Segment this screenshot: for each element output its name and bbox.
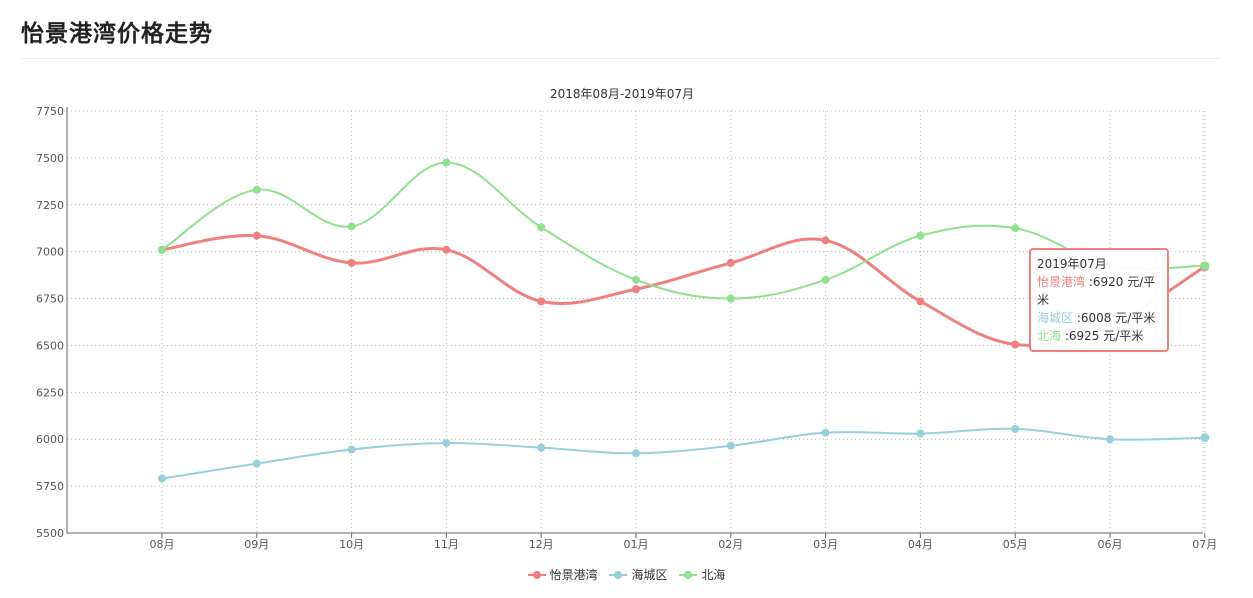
- data-point: [821, 275, 830, 284]
- data-point: [1011, 340, 1020, 349]
- data-point: [158, 474, 166, 483]
- y-tick-label: 6000: [36, 433, 64, 446]
- data-point: [347, 222, 356, 231]
- legend-item-beihai[interactable]: 北海: [679, 566, 725, 583]
- chart-legend: 怡景港湾 海城区 北海: [0, 566, 1253, 583]
- data-point: [916, 231, 925, 240]
- data-point: [252, 185, 261, 194]
- data-point: [1011, 424, 1020, 433]
- x-tick-label: 01月: [624, 538, 649, 551]
- data-point: [252, 231, 261, 240]
- y-tick-label: 6250: [36, 386, 64, 399]
- tooltip-value: :6925 元/平米: [1061, 329, 1144, 343]
- y-tick-label: 7000: [36, 246, 64, 259]
- series-line-0: [161, 233, 1206, 347]
- x-tick-label: 04月: [908, 538, 933, 551]
- y-tick-label: 6750: [36, 293, 64, 306]
- y-tick-label: 7250: [36, 199, 64, 212]
- legend-label: 北海: [701, 568, 726, 582]
- data-point: [442, 245, 451, 254]
- tooltip-value: :6008 元/平米: [1073, 311, 1156, 325]
- data-point: [537, 443, 546, 452]
- y-tick-label: 7500: [36, 152, 64, 165]
- legend-marker-icon: [527, 570, 546, 580]
- tooltip-label: 怡景港湾: [1037, 275, 1086, 289]
- y-tick-label: 5500: [36, 527, 64, 540]
- y-tick-label: 7750: [36, 105, 64, 118]
- data-point: [726, 258, 735, 267]
- data-point: [1200, 433, 1210, 443]
- data-point: [632, 275, 640, 284]
- data-point: [821, 428, 830, 437]
- title-divider: [21, 58, 1221, 59]
- tooltip-title: 2019年07月: [1037, 257, 1107, 271]
- x-tick-label: 09月: [244, 538, 269, 551]
- legend-marker-icon: [679, 570, 698, 580]
- y-tick-label: 5750: [36, 480, 64, 493]
- x-tick-label: 06月: [1098, 538, 1123, 551]
- tooltip-value: :6920 元/平米: [1037, 275, 1156, 307]
- data-point: [158, 245, 166, 254]
- x-tick-label: 02月: [718, 538, 743, 551]
- tooltip-row: 海城区 :6008 元/平米: [1037, 309, 1161, 327]
- data-point: [347, 445, 356, 454]
- series-line-1: [161, 427, 1205, 480]
- data-point: [537, 223, 546, 232]
- x-tick-label: 12月: [529, 538, 554, 551]
- x-tick-label: 03月: [813, 538, 838, 551]
- tooltip-label: 北海: [1037, 329, 1062, 343]
- data-point: [442, 158, 451, 167]
- tooltip-row: 怡景港湾 :6920 元/平米: [1037, 273, 1161, 309]
- data-point: [1011, 224, 1020, 233]
- legend-marker-icon: [609, 570, 628, 580]
- data-point: [726, 294, 735, 303]
- y-tick-label: 6500: [36, 339, 64, 352]
- x-tick-label: 08月: [150, 538, 175, 551]
- x-tick-label: 10月: [339, 538, 364, 551]
- data-point: [821, 236, 830, 245]
- data-point: [442, 438, 451, 447]
- tooltip-label: 海城区: [1037, 311, 1074, 325]
- data-point: [1106, 435, 1114, 444]
- data-point: [1200, 261, 1210, 271]
- data-point: [347, 258, 356, 267]
- x-tick-label: 07月: [1192, 538, 1217, 551]
- legend-label: 海城区: [631, 568, 668, 582]
- tooltip-row: 北海 :6925 元/平米: [1037, 327, 1161, 345]
- legend-item-haicheng[interactable]: 海城区: [609, 566, 668, 583]
- data-point: [632, 285, 640, 294]
- x-tick-label: 11月: [434, 538, 459, 551]
- chart-subtitle: 2018年08月-2019年07月: [550, 87, 694, 101]
- page-title: 怡景港湾价格走势: [21, 21, 213, 47]
- data-point: [632, 449, 640, 458]
- chart-tooltip: 2019年07月 怡景港湾 :6920 元/平米 海城区 :6008 元/平米 …: [1029, 248, 1169, 352]
- data-point: [252, 459, 261, 468]
- data-point: [916, 297, 925, 306]
- legend-label: 怡景港湾: [549, 568, 598, 582]
- data-point: [537, 297, 546, 306]
- legend-item-yijing[interactable]: 怡景港湾: [527, 566, 598, 583]
- x-tick-label: 05月: [1003, 538, 1028, 551]
- data-point: [916, 429, 925, 438]
- data-point: [726, 441, 735, 450]
